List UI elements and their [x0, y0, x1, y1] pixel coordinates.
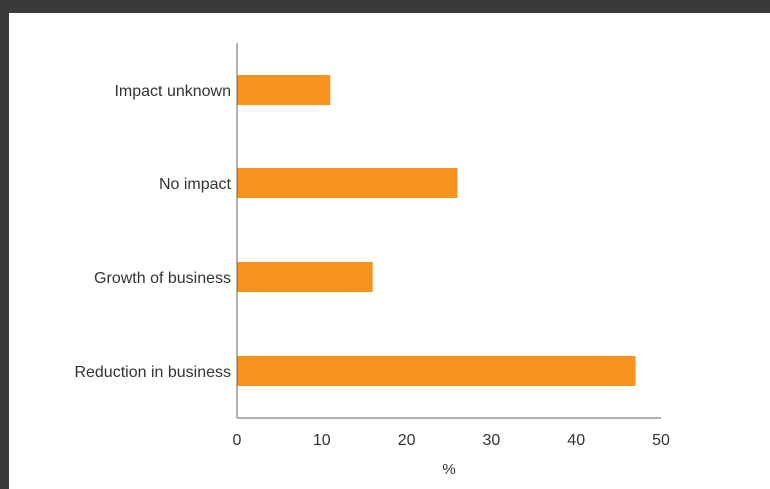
category-label: Reduction in business [74, 364, 231, 381]
bar-growth-of-business [237, 262, 373, 292]
x-tick-label: 20 [398, 432, 416, 449]
bars-group [237, 75, 636, 386]
x-tick-label: 30 [483, 432, 501, 449]
category-labels: Impact unknown No impact Growth of busines… [74, 83, 231, 381]
x-tick-label: 50 [652, 432, 670, 449]
x-tick-labels: 0 10 20 30 40 50 [233, 432, 670, 449]
bar-no-impact [237, 168, 458, 198]
bar-impact-unknown [237, 75, 331, 105]
category-label: Impact unknown [114, 83, 231, 100]
bar-chart: Impact unknown No impact Growth of busines… [74, 43, 670, 478]
x-tick-label: 0 [233, 432, 242, 449]
bar-reduction-in-business [237, 356, 636, 386]
x-tick-label: 40 [567, 432, 585, 449]
x-tick-label: 10 [313, 432, 331, 449]
category-label: Growth of business [94, 270, 231, 287]
chart-panel: Impact unknown No impact Growth of busines… [9, 13, 770, 489]
category-label: No impact [159, 176, 232, 193]
x-axis-label: % [442, 461, 455, 478]
